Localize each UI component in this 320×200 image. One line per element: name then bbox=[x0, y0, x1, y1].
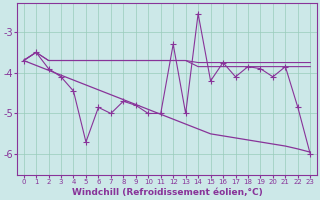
X-axis label: Windchill (Refroidissement éolien,°C): Windchill (Refroidissement éolien,°C) bbox=[72, 188, 262, 197]
